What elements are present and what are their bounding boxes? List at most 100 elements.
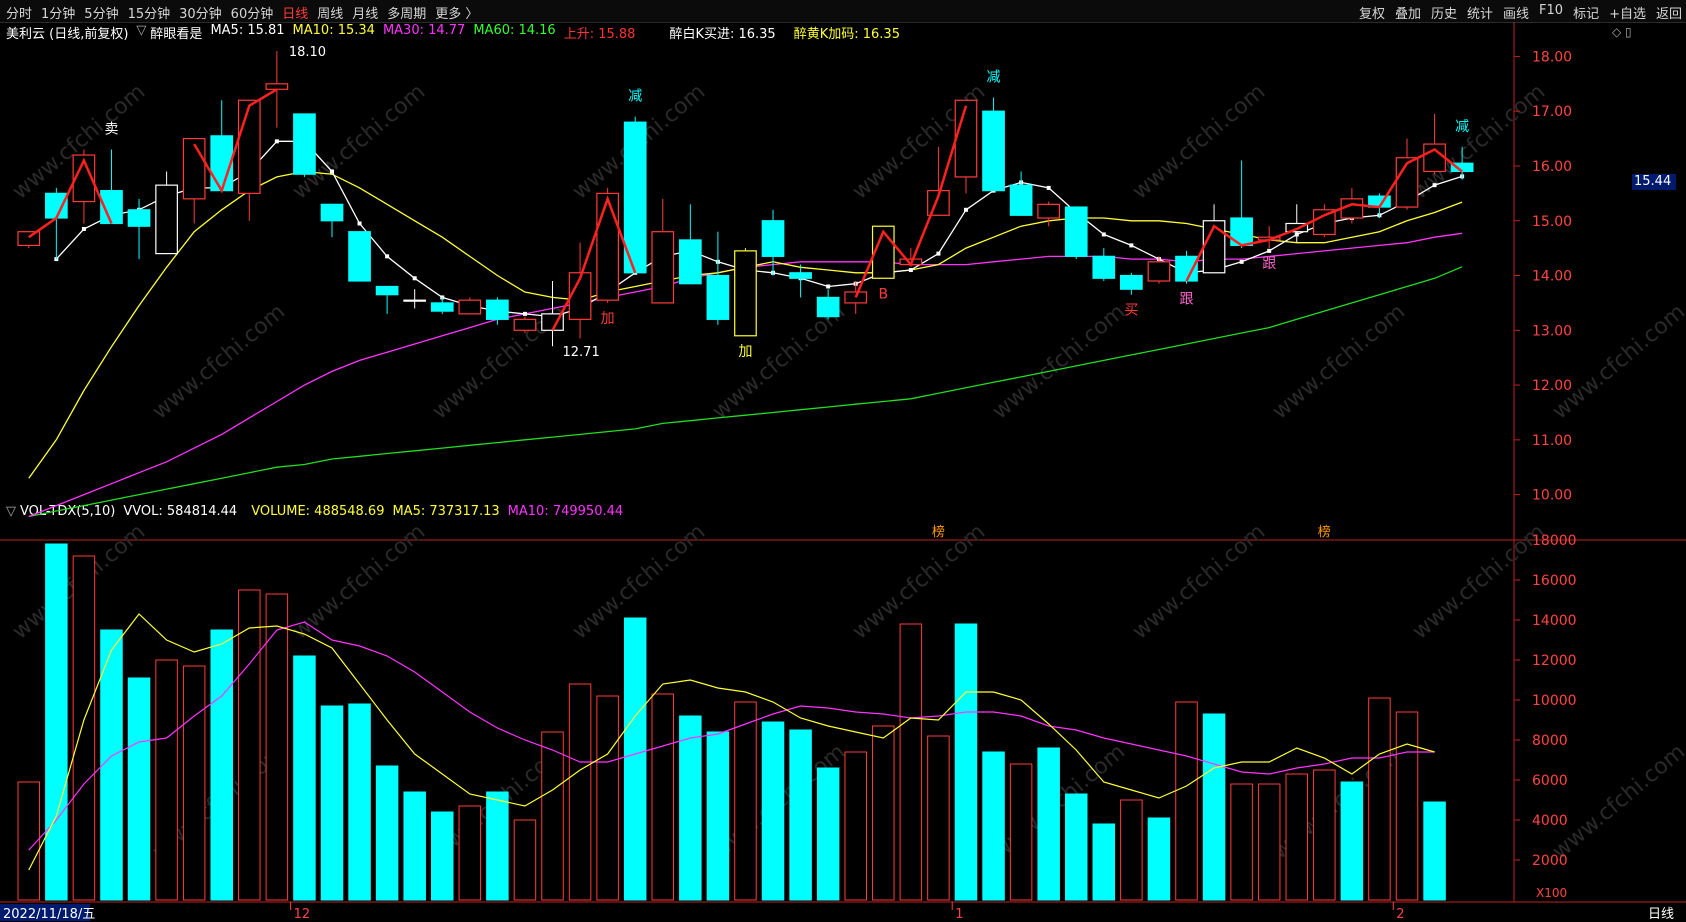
candle-body bbox=[237, 99, 261, 194]
volume-bar bbox=[375, 765, 399, 901]
volume-bar bbox=[1340, 781, 1364, 901]
period-tab-2[interactable]: 5分钟 bbox=[84, 7, 119, 22]
uptrend-line bbox=[1185, 148, 1463, 282]
volume-bar bbox=[844, 751, 867, 901]
price-indicator-4: 上升: 15.88 bbox=[563, 27, 636, 42]
indicator-name[interactable]: 醉眼看是 bbox=[150, 27, 203, 42]
toolbar-action-2[interactable]: 历史 bbox=[1430, 7, 1457, 22]
period-tab-7[interactable]: 周线 bbox=[317, 7, 344, 22]
volume-bar bbox=[1202, 713, 1226, 901]
watermark-text: www.cfchi.com bbox=[988, 299, 1130, 424]
volume-bar bbox=[100, 629, 123, 901]
uptrend-line bbox=[28, 157, 113, 239]
period-tab-6[interactable]: 日线 bbox=[282, 7, 309, 22]
period-tab-8[interactable]: 月线 bbox=[352, 7, 379, 22]
price-tick-label: 18.00 bbox=[1532, 49, 1572, 65]
watermark-text: www.cfchi.com bbox=[1408, 519, 1550, 644]
vol-unit-label: X100 bbox=[1536, 886, 1567, 900]
period-tab-0[interactable]: 分时 bbox=[6, 7, 33, 22]
volume-bar bbox=[1037, 747, 1060, 901]
toolbar-action-3[interactable]: 统计 bbox=[1467, 7, 1494, 22]
volume-bar bbox=[734, 701, 757, 901]
trade-signal-label: 加 bbox=[601, 311, 615, 327]
candle-body bbox=[1147, 261, 1171, 282]
toolbar-action-5[interactable]: F10 bbox=[1539, 3, 1564, 18]
toolbar-action-4[interactable]: 画线 bbox=[1503, 7, 1530, 22]
volume-bar bbox=[431, 811, 454, 901]
candle-body bbox=[72, 154, 96, 203]
uptrend-line bbox=[193, 88, 278, 194]
candle-body bbox=[375, 285, 399, 296]
period-tab-9[interactable]: 多周期 bbox=[387, 7, 427, 22]
toolbar-action-1[interactable]: 叠加 bbox=[1394, 7, 1421, 22]
trade-signal-label: B bbox=[878, 286, 888, 302]
vol-toggle-icon[interactable]: ▽ bbox=[6, 504, 16, 519]
watermark-text: www.cfchi.com bbox=[1408, 79, 1550, 204]
volume-bar bbox=[1285, 773, 1309, 901]
ma5-point bbox=[936, 251, 941, 256]
ma5-point bbox=[1046, 185, 1051, 190]
price-tick-label: 14.00 bbox=[1532, 269, 1572, 285]
watermark-text: www.cfchi.com bbox=[1548, 739, 1686, 864]
vol-tick-label: 14000 bbox=[1532, 613, 1577, 629]
vol-tick-label: 10000 bbox=[1532, 693, 1577, 709]
date-badge-bg bbox=[0, 904, 90, 921]
vol-ma-values: VOLUME: 488548.69 MA5: 737317.13 MA10: 749… bbox=[251, 504, 623, 519]
volume-bar bbox=[568, 683, 592, 901]
price-indicator-0: MA5: 15.81 bbox=[210, 23, 285, 38]
period-tab-5[interactable]: 60分钟 bbox=[230, 7, 274, 22]
candle-body bbox=[458, 299, 482, 315]
vol-tick-label: 8000 bbox=[1532, 733, 1568, 749]
volume-bar bbox=[1368, 697, 1391, 901]
volume-bar bbox=[679, 715, 702, 901]
volume-bar bbox=[1009, 763, 1033, 901]
volume-bar bbox=[1423, 801, 1446, 901]
vol-tick-label: 6000 bbox=[1532, 773, 1568, 789]
volume-bar bbox=[816, 767, 840, 901]
candle-body bbox=[293, 113, 316, 175]
indicator-toggle-icon[interactable]: ▽ bbox=[136, 23, 147, 38]
panel-layout-icon[interactable]: ◇ ▯ bbox=[1612, 25, 1632, 39]
candle-body bbox=[596, 192, 619, 301]
trade-signal-label: 减 bbox=[987, 70, 1001, 86]
toolbar-action-8[interactable]: 返回 bbox=[1655, 7, 1682, 22]
ma5-point bbox=[826, 284, 831, 289]
vol-indicator-2: MA10: 749950.44 bbox=[507, 504, 624, 519]
ma5-point bbox=[412, 276, 417, 281]
period-tab-10[interactable]: 更多 〉 bbox=[435, 7, 479, 22]
vol-title[interactable]: VOL-TDX(5,10) bbox=[20, 504, 116, 519]
volume-bar bbox=[1175, 701, 1198, 901]
volume-bar bbox=[899, 623, 923, 901]
toolbar-action-0[interactable]: 复权 bbox=[1358, 7, 1385, 22]
toolbar-action-7[interactable]: +自选 bbox=[1609, 7, 1646, 22]
price-indicator-2: MA30: 14.77 bbox=[382, 23, 466, 38]
period-tab-1[interactable]: 1分钟 bbox=[41, 7, 76, 22]
volume-bar bbox=[403, 791, 426, 901]
candle-body bbox=[1037, 203, 1061, 219]
candle-body bbox=[44, 192, 68, 219]
ma5-point bbox=[81, 226, 86, 231]
candle-body bbox=[789, 272, 812, 279]
high-price-label: 18.10 bbox=[289, 45, 326, 60]
stock-label[interactable]: 美利云 (日线,前复权) bbox=[6, 27, 129, 42]
volume-bar bbox=[1257, 783, 1281, 901]
rank-mark: 榜 bbox=[932, 524, 945, 540]
ma-values: MA5: 15.81 MA10: 15.34 MA30: 14.77 MA60: 14… bbox=[210, 23, 635, 42]
candle-body bbox=[127, 209, 151, 227]
vol-indicator-1: MA5: 737317.13 bbox=[392, 504, 500, 519]
vol-tick-label: 18000 bbox=[1532, 533, 1577, 549]
period-tab-4[interactable]: 30分钟 bbox=[179, 7, 222, 22]
candle-body bbox=[1312, 209, 1336, 236]
price-tick-label: 16.00 bbox=[1532, 159, 1572, 175]
price-indicator-row: 美利云 (日线,前复权) ▽ 醉眼看是 MA5: 15.81 MA10: 15.3… bbox=[6, 23, 900, 42]
period-tab-3[interactable]: 15分钟 bbox=[127, 7, 171, 22]
toolbar-action-6[interactable]: 标记 bbox=[1573, 7, 1600, 22]
volume-bar bbox=[1313, 769, 1336, 901]
watermark-text: www.cfchi.com bbox=[1128, 79, 1270, 204]
volume-bar bbox=[458, 805, 482, 901]
candle-body bbox=[734, 250, 757, 337]
volume-bar bbox=[320, 705, 344, 901]
signal-indicator-0: 醉白K买进: 16.35 bbox=[669, 27, 776, 42]
ma5-point bbox=[1239, 259, 1244, 264]
